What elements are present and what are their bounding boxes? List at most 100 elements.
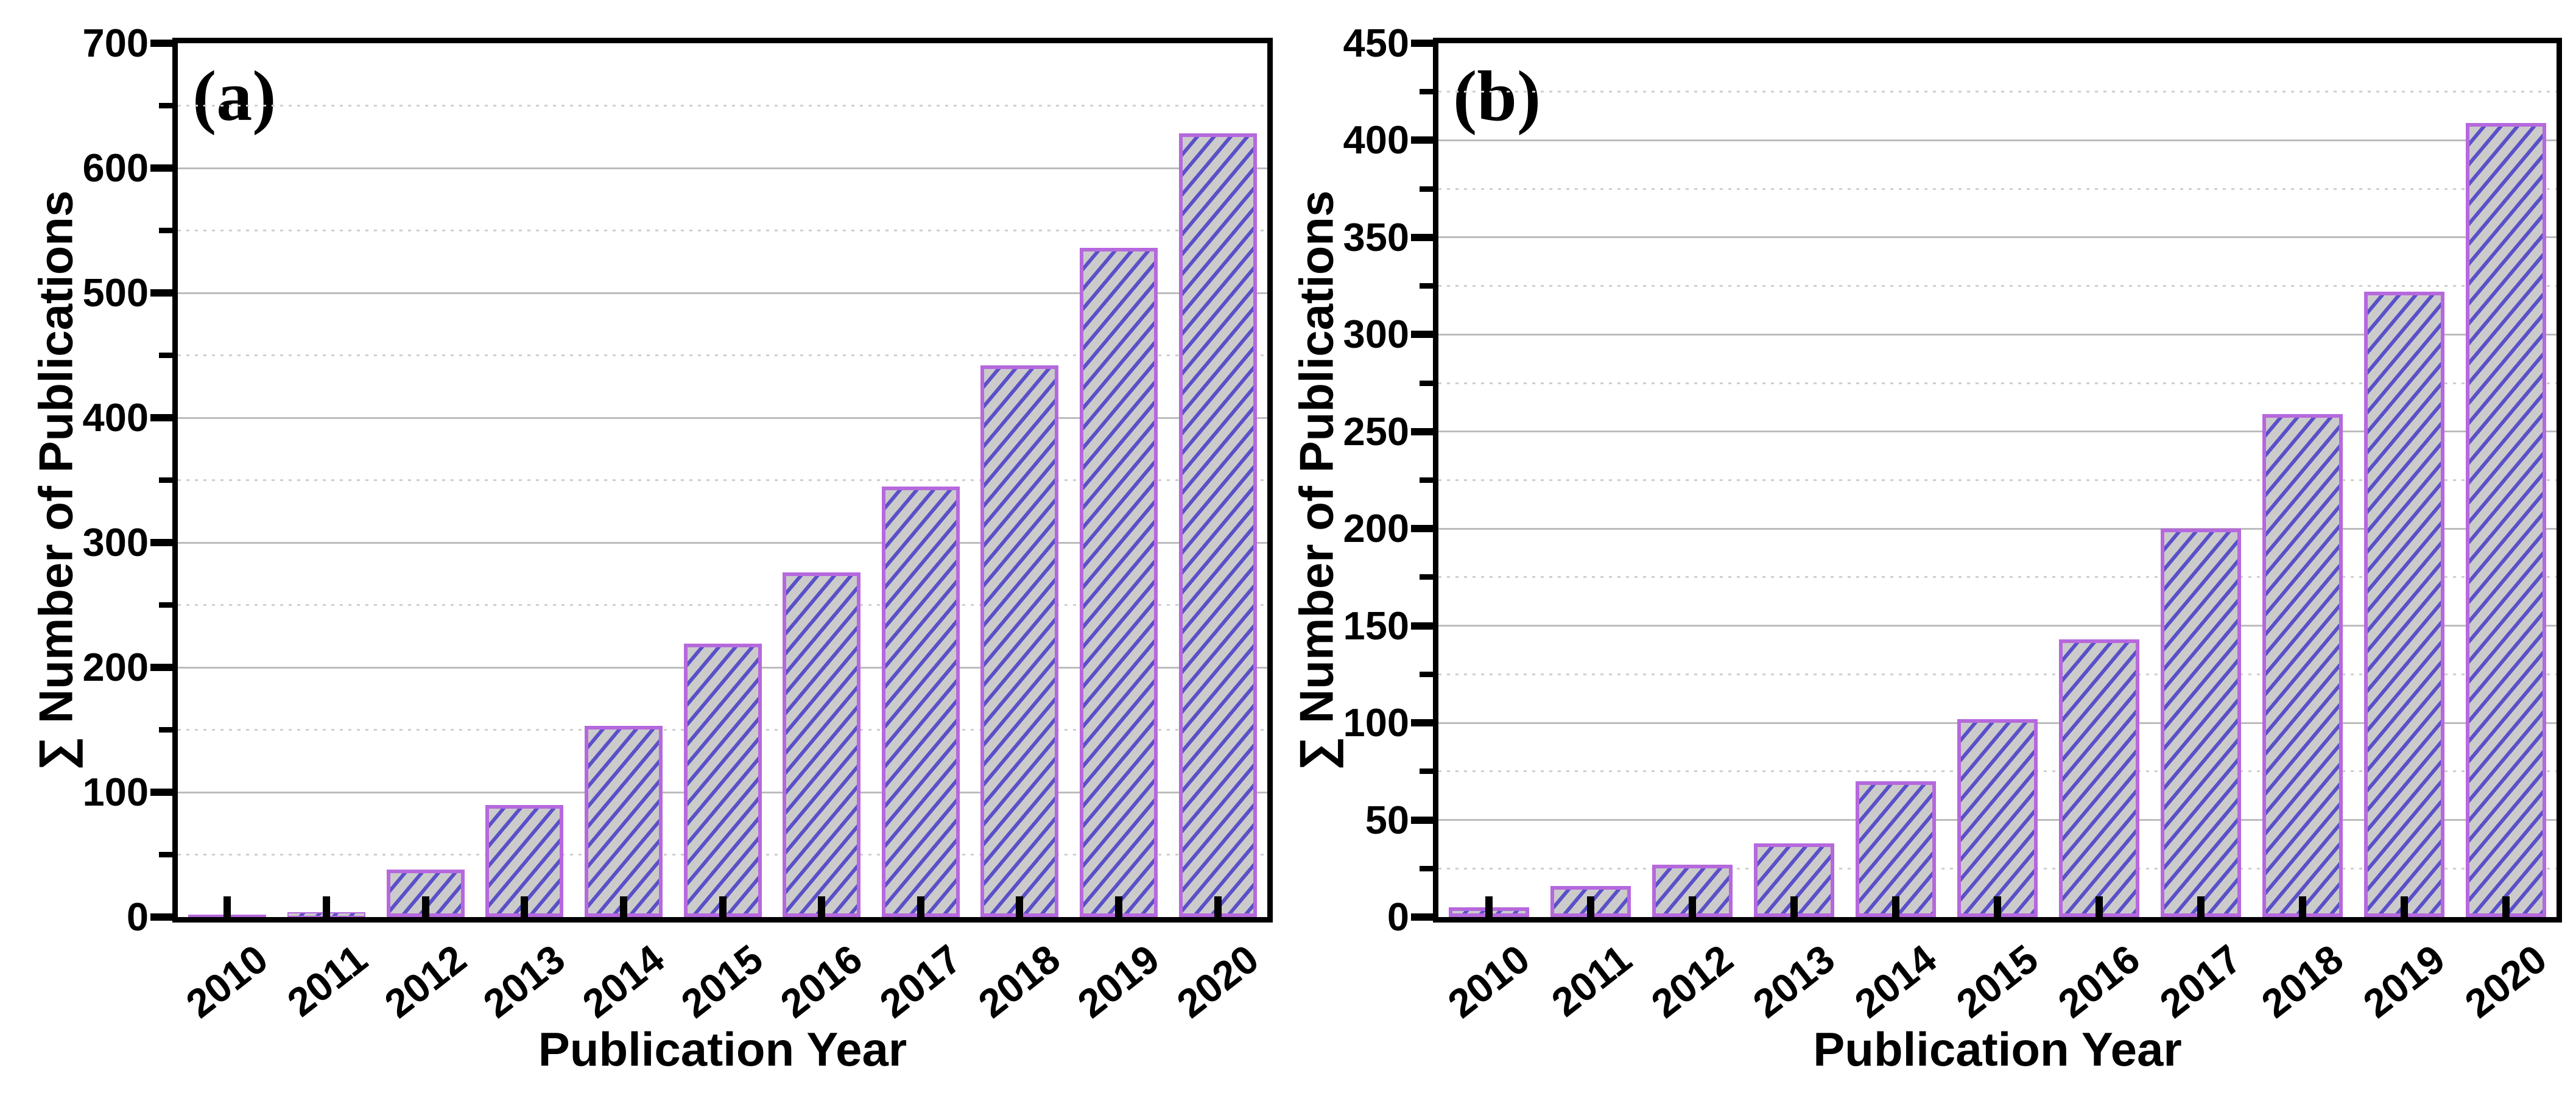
y-major-tick-400: [1411, 136, 1433, 144]
x-tick-label-2014: 2014: [1846, 935, 1945, 1027]
x-tick-label-2015: 2015: [672, 935, 772, 1027]
x-tick-label-2020: 2020: [1168, 935, 1267, 1027]
y-tick-label-250: 250: [1343, 409, 1409, 454]
y-major-tick-600: [150, 164, 172, 172]
y-major-tick-50: [1411, 816, 1433, 824]
y-tick-label-400: 400: [82, 395, 149, 440]
y-minor-tick-50: [159, 852, 172, 857]
gridline-major-500: [178, 292, 1267, 294]
x-tick-2017: [917, 896, 924, 917]
bar-a-2019: [1080, 248, 1158, 917]
gridline-major-150: [1438, 625, 2557, 627]
x-tick-label-2010: 2010: [1439, 935, 1538, 1027]
x-tick-label-2015: 2015: [1948, 935, 2047, 1027]
x-tick-2010: [223, 896, 231, 917]
y-tick-label-50: 50: [1365, 797, 1409, 842]
y-minor-tick-425: [1420, 89, 1433, 95]
x-tick-2020: [2502, 896, 2510, 917]
y-major-tick-400: [150, 414, 172, 421]
x-tick-label-2013: 2013: [474, 935, 574, 1027]
x-tick-label-2020: 2020: [2456, 935, 2555, 1027]
y-major-tick-450: [1411, 40, 1433, 47]
y-minor-tick-275: [1420, 380, 1433, 386]
y-minor-tick-75: [1420, 768, 1433, 775]
gridline-major-200: [1438, 527, 2557, 530]
y-minor-tick-175: [1420, 574, 1433, 580]
x-tick-label-2018: 2018: [2253, 935, 2352, 1027]
x-tick-label-2011: 2011: [278, 935, 376, 1025]
y-tick-label-150: 150: [1343, 603, 1409, 648]
y-major-tick-300: [150, 539, 172, 546]
x-tick-2013: [521, 896, 528, 917]
x-tick-2010: [1485, 896, 1493, 917]
y-minor-tick-350: [159, 477, 172, 483]
y-tick-label-300: 300: [1343, 312, 1409, 357]
gridline-minor-450: [178, 354, 1267, 356]
plot-area-b: (b) ∑ Number of Publications Publication…: [1290, 23, 2562, 1076]
gridline-major-400: [1438, 139, 2557, 141]
bar-a-2017: [882, 487, 960, 917]
x-tick-2020: [1214, 896, 1222, 917]
x-tick-label-2019: 2019: [2354, 935, 2454, 1027]
bar-b-2015: [1957, 719, 2038, 917]
gridline-minor-275: [1438, 382, 2557, 384]
bar-a-2016: [783, 572, 860, 917]
x-tick-label-2018: 2018: [970, 935, 1069, 1027]
gridline-minor-125: [1438, 673, 2557, 675]
gridline-major-300: [178, 541, 1267, 544]
y-minor-tick-450: [159, 353, 172, 358]
y-minor-tick-550: [159, 228, 172, 233]
y-major-tick-300: [1411, 331, 1433, 339]
y-axis-title-b: ∑ Number of Publications: [1289, 190, 1343, 770]
x-tick-label-2019: 2019: [1069, 935, 1168, 1027]
x-tick-label-2013: 2013: [1744, 935, 1843, 1027]
x-tick-2019: [2401, 896, 2408, 917]
x-tick-2013: [1790, 896, 1798, 917]
bar-b-2020: [2466, 123, 2546, 917]
bar-b-2018: [2262, 414, 2343, 917]
x-tick-2017: [2197, 896, 2205, 917]
bar-b-2017: [2161, 529, 2241, 917]
x-tick-label-2011: 2011: [1543, 935, 1640, 1025]
y-tick-label-700: 700: [82, 21, 149, 65]
gridline-minor-650: [178, 105, 1267, 107]
x-tick-2011: [323, 896, 330, 917]
bar-b-2014: [1856, 781, 1936, 917]
y-major-tick-350: [1411, 233, 1433, 241]
bar-a-2014: [585, 726, 663, 917]
y-tick-label-100: 100: [82, 770, 149, 814]
x-tick-2016: [818, 896, 825, 917]
y-tick-label-0: 0: [1387, 895, 1409, 939]
x-axis-title-b: Publication Year: [1813, 1022, 2182, 1076]
x-tick-2015: [1994, 896, 2001, 917]
gridline-minor-550: [178, 230, 1267, 231]
plot-area-a: (a) ∑ Number of Publications Publication…: [29, 23, 1273, 1076]
x-tick-2014: [620, 896, 627, 917]
gridline-minor-175: [1438, 576, 2557, 578]
x-tick-label-2010: 2010: [177, 935, 276, 1027]
y-major-tick-200: [1411, 525, 1433, 533]
x-tick-label-2017: 2017: [871, 935, 970, 1027]
y-minor-tick-150: [159, 727, 172, 733]
y-tick-label-0: 0: [126, 895, 149, 939]
x-tick-label-2017: 2017: [2151, 935, 2250, 1027]
gridline-major-300: [1438, 333, 2557, 336]
x-tick-2012: [422, 896, 429, 917]
x-tick-label-2016: 2016: [2049, 935, 2148, 1027]
bar-a-2020: [1179, 133, 1257, 917]
y-major-tick-200: [150, 664, 172, 671]
y-major-tick-150: [1411, 622, 1433, 630]
bar-b-2016: [2059, 639, 2139, 917]
y-tick-label-400: 400: [1343, 118, 1409, 163]
x-tick-label-2016: 2016: [772, 935, 871, 1027]
y-tick-label-500: 500: [82, 270, 149, 315]
y-minor-tick-250: [159, 602, 172, 608]
bar-b-2019: [2364, 292, 2444, 917]
x-tick-2019: [1115, 896, 1122, 917]
y-tick-label-350: 350: [1343, 214, 1409, 259]
bar-a-2015: [684, 644, 762, 917]
y-tick-label-200: 200: [1343, 506, 1409, 551]
y-major-tick-250: [1411, 427, 1433, 435]
x-tick-2018: [1016, 896, 1023, 917]
